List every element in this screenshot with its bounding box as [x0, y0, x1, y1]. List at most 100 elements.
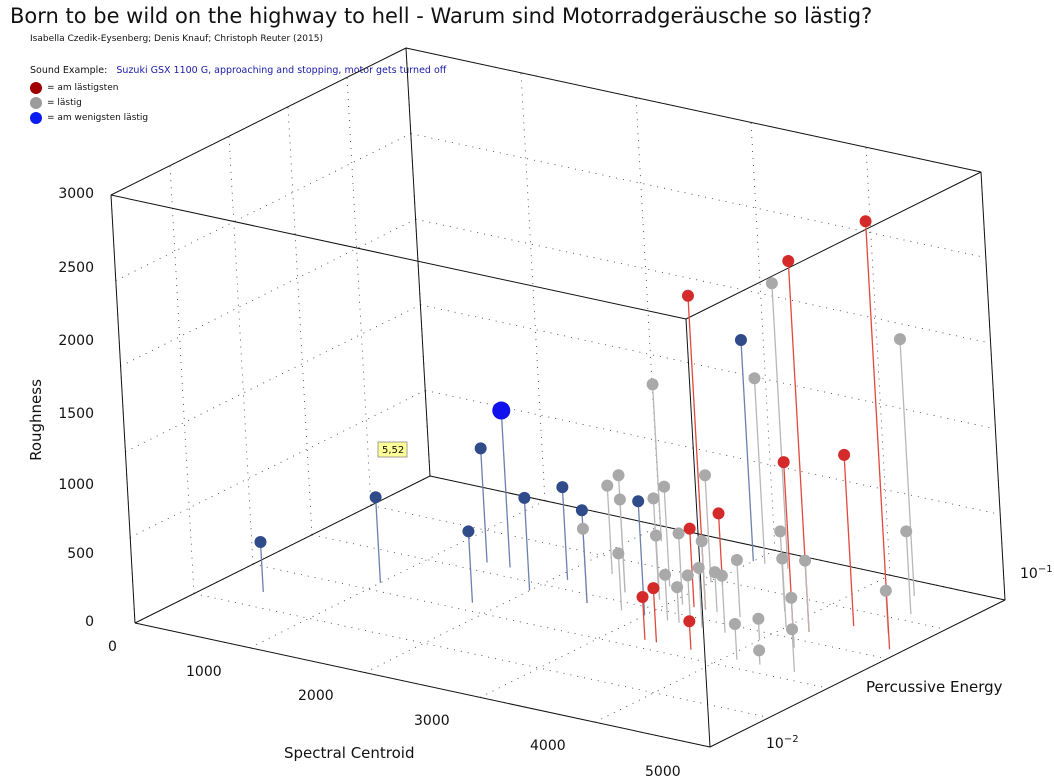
- legend-dot-least-icon: [30, 112, 42, 124]
- data-point[interactable]: [712, 507, 725, 520]
- data-point[interactable]: [646, 378, 659, 391]
- legend-label-most: = am lästigsten: [47, 83, 119, 93]
- back-wall-grid-line: [635, 97, 661, 526]
- data-point[interactable]: [893, 333, 906, 346]
- data-point[interactable]: [369, 491, 382, 504]
- data-point[interactable]: [765, 277, 778, 290]
- back-wall-grid-line: [425, 390, 1001, 515]
- data-point[interactable]: [692, 561, 705, 574]
- data-point[interactable]: [672, 527, 685, 540]
- plot-frame: [110, 47, 1006, 748]
- data-point[interactable]: [681, 569, 694, 582]
- data-point[interactable]: [838, 448, 851, 461]
- data-point[interactable]: [612, 469, 625, 482]
- sound-example-link[interactable]: Suzuki GSX 1100 G, approaching and stopp…: [116, 65, 447, 76]
- side-wall-grid-line: [228, 136, 254, 565]
- legend-item-least-annoying: = am wenigsten lästig: [30, 112, 148, 124]
- data-point[interactable]: [777, 456, 790, 469]
- frame-edge: [405, 47, 982, 173]
- data-stem: [374, 497, 382, 583]
- data-point[interactable]: [671, 581, 684, 594]
- data-stem: [899, 339, 916, 596]
- data-point[interactable]: [774, 525, 787, 538]
- data-stem: [905, 531, 912, 615]
- data-point[interactable]: [254, 535, 267, 548]
- data-point[interactable]: [879, 584, 892, 597]
- data-point[interactable]: [695, 535, 708, 548]
- x-tick-label: 4000: [530, 738, 566, 754]
- data-stem: [781, 558, 787, 628]
- data-point[interactable]: [734, 334, 747, 347]
- data-stem: [652, 588, 658, 643]
- points-layer[interactable]: [254, 215, 913, 657]
- data-point[interactable]: [748, 372, 761, 385]
- data-point[interactable]: [613, 493, 626, 506]
- data-stem: [701, 541, 707, 610]
- data-point[interactable]: [859, 215, 872, 228]
- z-tick-label: 1000: [58, 477, 94, 493]
- x-tick-label: 3000: [414, 713, 450, 729]
- y-axis-title: Percussive Energy: [866, 678, 1003, 696]
- data-stem: [523, 497, 531, 591]
- authors: Isabella Czedik-Eysenberg; Denis Knauf; …: [30, 34, 323, 44]
- data-point[interactable]: [785, 591, 798, 604]
- frame-edge: [110, 47, 407, 196]
- z-tick-label: 500: [67, 546, 94, 562]
- z-axis-title: Roughness: [27, 379, 45, 461]
- data-point[interactable]: [632, 495, 645, 508]
- frame-edge: [685, 318, 711, 748]
- data-point[interactable]: [576, 522, 589, 535]
- data-point[interactable]: [681, 289, 694, 302]
- frame-edge: [134, 622, 711, 748]
- data-point[interactable]: [649, 529, 662, 542]
- data-point[interactable]: [647, 492, 660, 505]
- side-wall-grid-line: [130, 390, 426, 538]
- data-stem: [500, 410, 511, 568]
- y-axis-ticks: 10−2 10−1: [766, 564, 1053, 752]
- data-point[interactable]: [474, 442, 487, 455]
- data-point[interactable]: [601, 479, 614, 492]
- data-point[interactable]: [752, 612, 765, 625]
- frame-edge: [405, 47, 431, 477]
- data-point[interactable]: [612, 547, 625, 560]
- data-point[interactable]: [556, 481, 569, 494]
- frame-edge: [685, 171, 982, 320]
- data-point[interactable]: [715, 569, 728, 582]
- legend-item-most-annoying: = am lästigsten: [30, 82, 118, 94]
- grid-layer: [110, 47, 1006, 748]
- data-point[interactable]: [728, 618, 741, 631]
- floor-grid-line: [252, 563, 829, 689]
- tooltip-text: 5,52: [382, 445, 404, 456]
- data-point[interactable]: [659, 568, 672, 581]
- data-point[interactable]: [658, 480, 671, 493]
- data-point[interactable]: [636, 591, 649, 604]
- back-wall-grid-line: [750, 122, 776, 551]
- data-point[interactable]: [730, 554, 743, 567]
- side-wall-grid-line: [169, 165, 195, 594]
- data-point[interactable]: [492, 401, 511, 420]
- data-point[interactable]: [518, 491, 531, 504]
- data-point[interactable]: [782, 255, 795, 268]
- data-point[interactable]: [753, 644, 766, 657]
- legend-label-mid: = lästig: [47, 98, 82, 108]
- data-point[interactable]: [776, 552, 789, 565]
- data-point[interactable]: [699, 469, 712, 482]
- data-point[interactable]: [786, 623, 799, 636]
- x-tick-label: 0: [108, 639, 117, 655]
- data-point[interactable]: [683, 615, 696, 628]
- data-stem: [651, 384, 663, 542]
- data-point[interactable]: [799, 554, 812, 567]
- data-point[interactable]: [462, 525, 475, 538]
- data-stem: [561, 487, 569, 580]
- legend-item-annoying: = lästig: [30, 97, 82, 109]
- data-point[interactable]: [900, 525, 913, 538]
- data-stem: [698, 567, 703, 628]
- frame-edge: [709, 599, 1006, 748]
- data-stem: [714, 572, 718, 613]
- back-wall-grid-line: [865, 147, 891, 576]
- data-point[interactable]: [647, 582, 660, 595]
- data-point[interactable]: [575, 504, 588, 517]
- data-point[interactable]: [683, 522, 696, 535]
- side-wall-grid-line: [346, 77, 372, 506]
